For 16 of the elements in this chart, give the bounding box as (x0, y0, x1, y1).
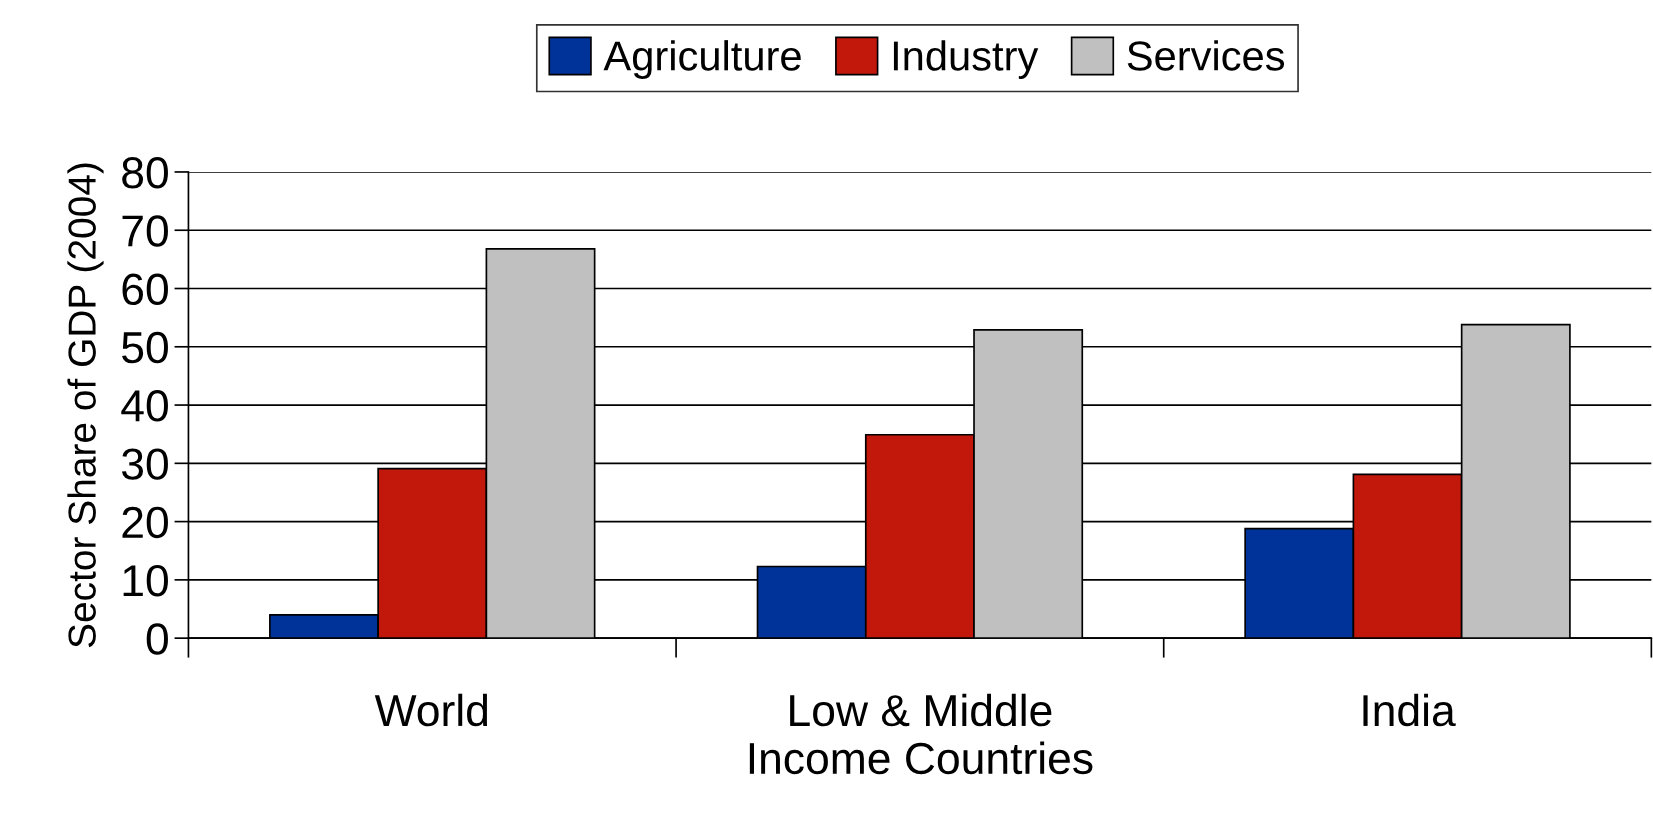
y-tick-label: 30 (121, 448, 168, 480)
legend-label: Agriculture (603, 40, 801, 79)
y-tick-label: 40 (121, 390, 168, 422)
legend-label: Industry (893, 40, 1039, 79)
y-axis-title: Sector Share of GDP (2004) (67, 163, 104, 648)
y-tick-label: 10 (123, 564, 168, 597)
x-tick-label: India (1363, 693, 1456, 727)
y-tick-label: 0 (146, 623, 168, 655)
x-tick-label: World (374, 693, 488, 727)
y-tick-label: 50 (122, 331, 168, 364)
y-tick-label: 20 (122, 506, 168, 539)
legend-label: Services (1127, 40, 1285, 71)
x-tick-label: Low & Middle Income Countries (749, 693, 1093, 775)
y-tick-label: 70 (122, 215, 168, 247)
y-tick-label: 80 (122, 157, 168, 189)
y-tick-label: 60 (122, 273, 168, 306)
